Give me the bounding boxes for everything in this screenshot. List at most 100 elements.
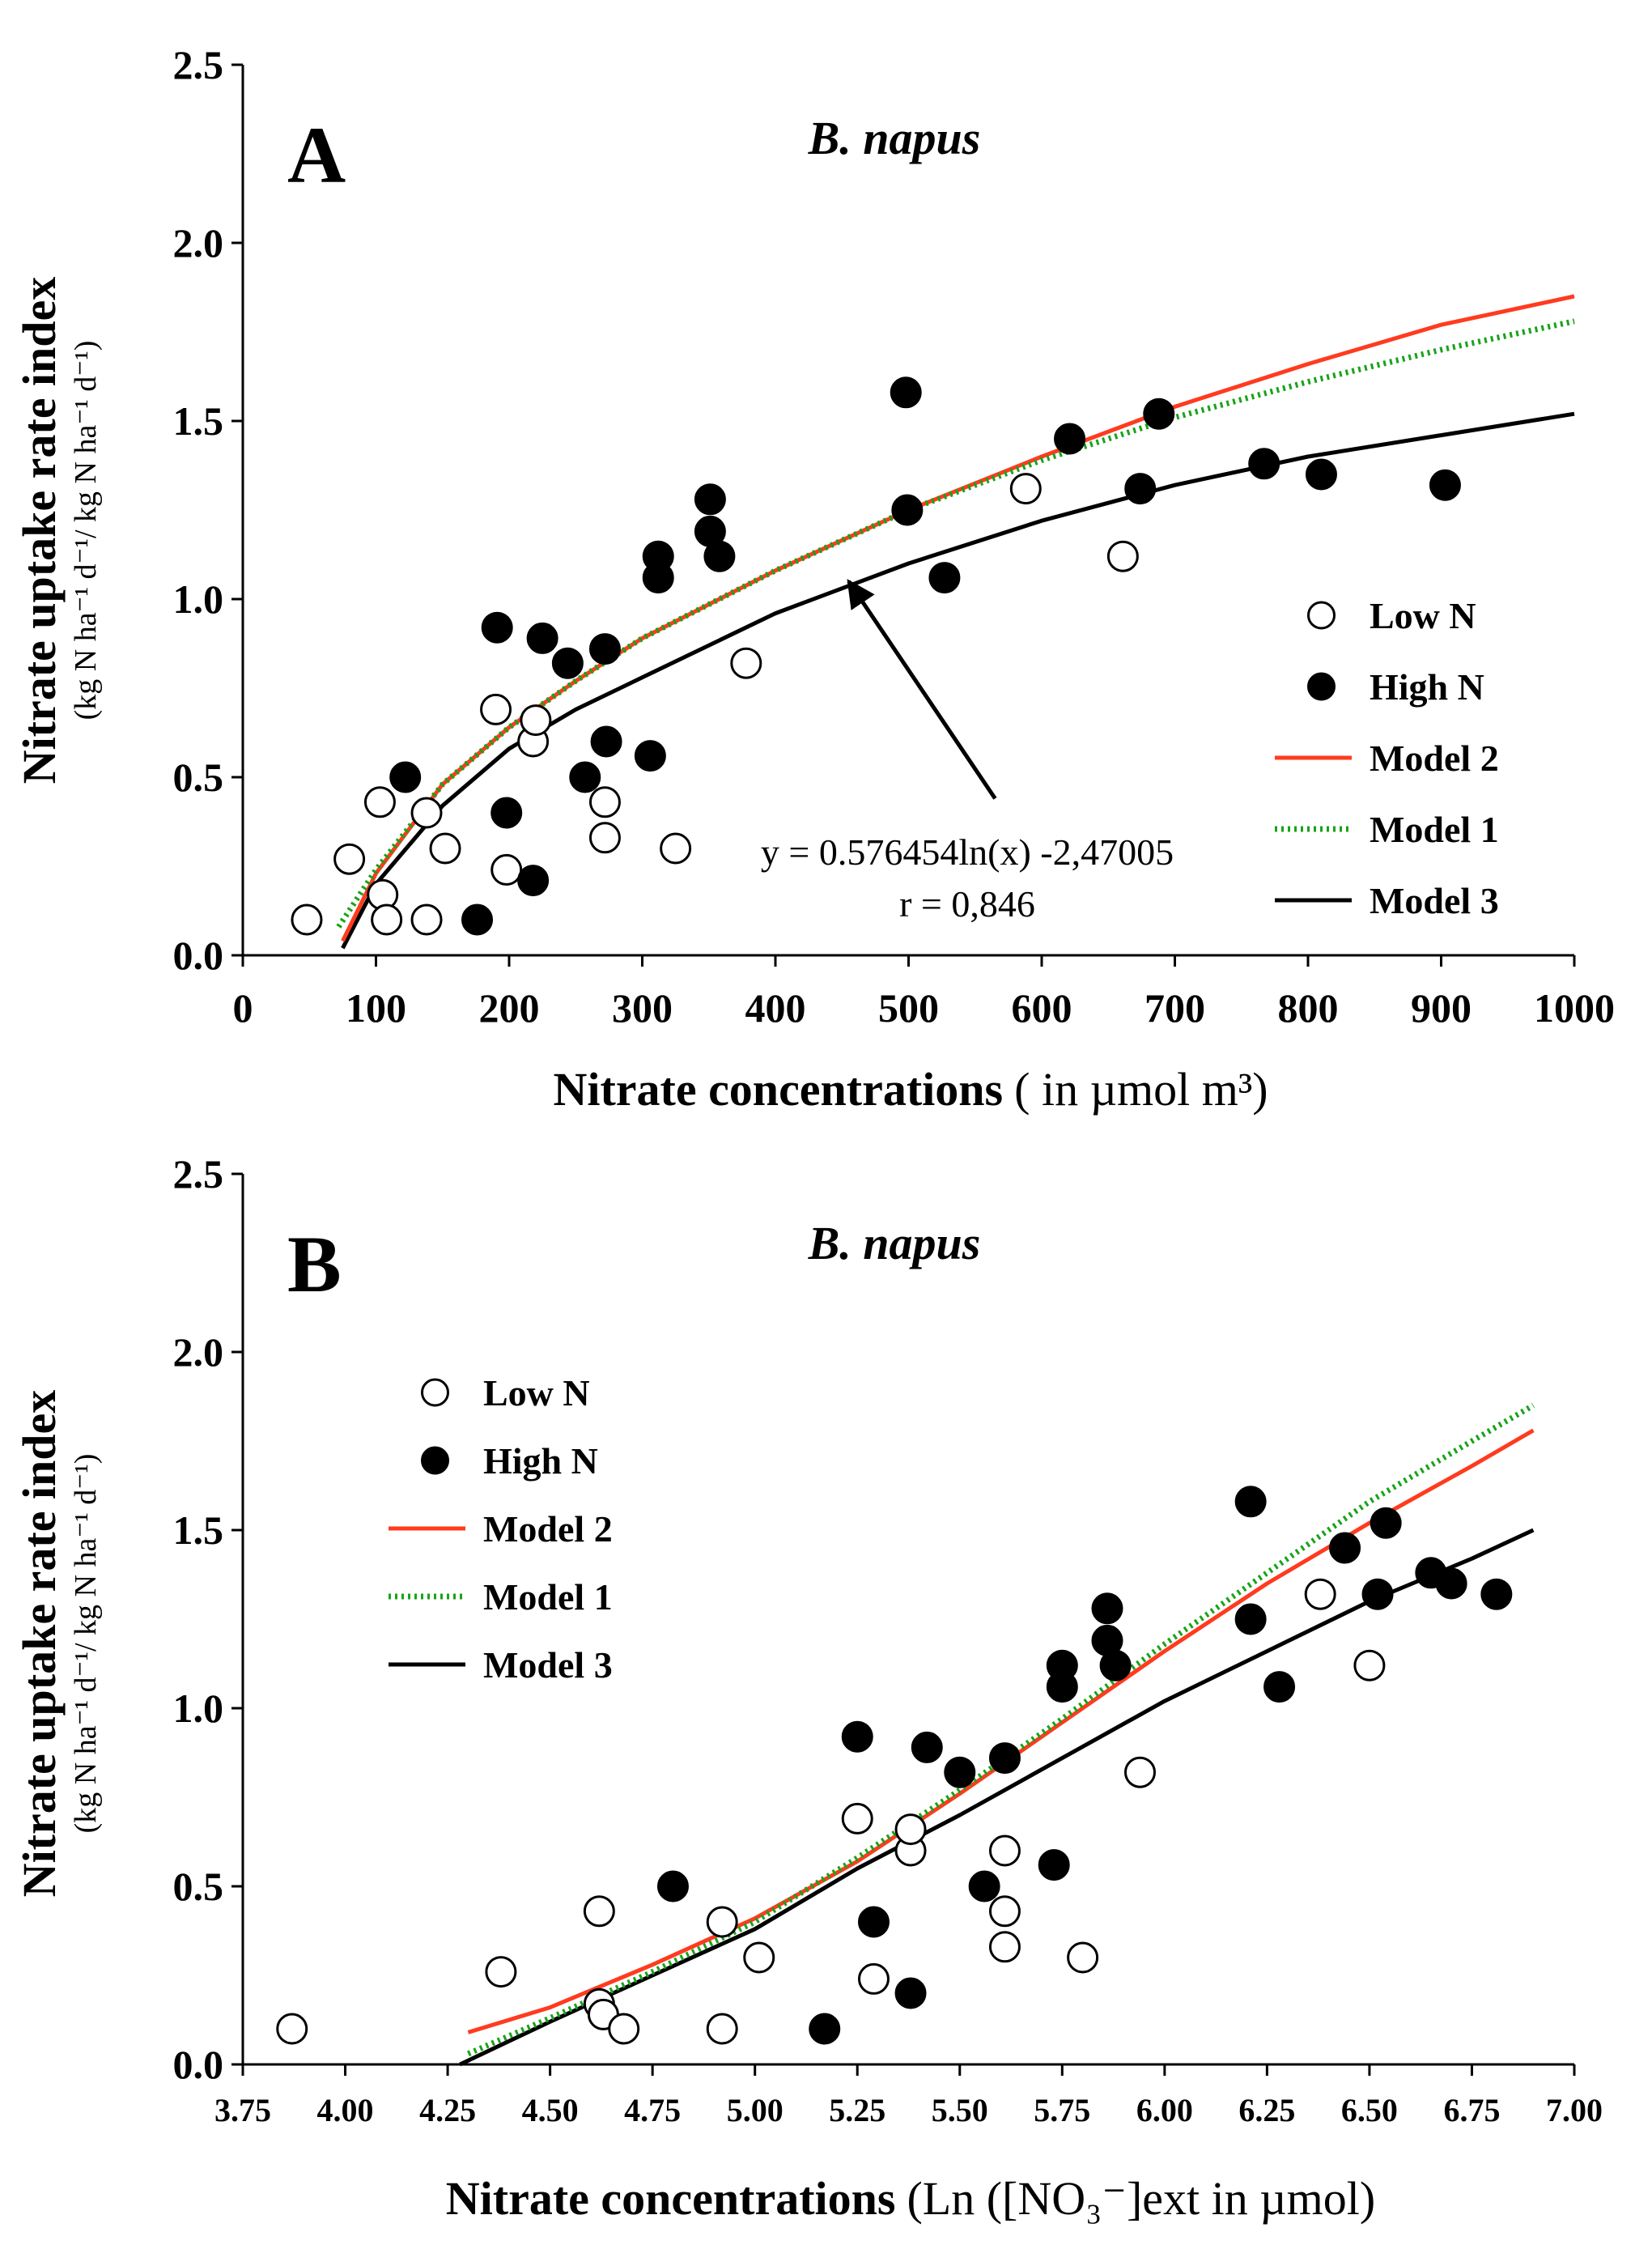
x-axis-title: Nitrate concentrations (Ln ([NO₃⁻]ext in … [446, 2172, 1375, 2225]
high-n-point [461, 903, 494, 936]
legend-label-high: High N [483, 1440, 598, 1482]
low-n-point [480, 693, 512, 725]
legend-label-low: Low N [483, 1372, 590, 1414]
low-n-point [276, 2013, 308, 2045]
high-n-point [1234, 1486, 1267, 1518]
legend-label-model3: Model 3 [1370, 880, 1499, 921]
x-tick-label: 500 [878, 985, 939, 1031]
annotation-r: r = 0,846 [899, 883, 1035, 925]
high-n-point [634, 740, 666, 772]
high-n-point [569, 761, 601, 793]
model-1-line [336, 318, 1575, 929]
low-n-point [491, 853, 523, 886]
x-tick-label: 900 [1411, 985, 1472, 1031]
high-n-point [1305, 458, 1337, 491]
low-n-point [743, 1941, 775, 1974]
y-tick-label: 0.0 [173, 933, 224, 978]
high-n-point [1263, 1671, 1296, 1703]
x-tick-label: 0 [233, 985, 253, 1031]
high-n-point [944, 1756, 976, 1788]
y-tick-label: 0.5 [173, 755, 224, 800]
high-n-point [694, 483, 726, 516]
low-n-point [371, 903, 403, 936]
legend-marker-high [421, 1446, 449, 1475]
high-n-point [809, 2013, 841, 2045]
high-n-point [988, 1742, 1021, 1775]
x-tick-label: 6.25 [1238, 2092, 1295, 2128]
high-n-point [1046, 1671, 1078, 1703]
y-tick-label: 2.5 [173, 1151, 224, 1197]
high-n-point [551, 647, 584, 679]
x-tick-label: 4.00 [317, 2092, 374, 2128]
high-n-point [891, 494, 924, 526]
y-tick-label: 2.0 [173, 220, 224, 266]
x-tick-label: 7.00 [1546, 2092, 1603, 2128]
x-tick-label: 6.50 [1341, 2092, 1398, 2128]
x-tick-label: 3.75 [214, 2092, 271, 2128]
high-n-point [841, 1720, 873, 1753]
low-n-point [706, 1906, 738, 1938]
x-axis-title: Nitrate concentrations( in µmol m³) [553, 1063, 1268, 1116]
high-n-point [1361, 1578, 1394, 1610]
high-n-point [703, 540, 736, 572]
low-n-point [1106, 540, 1139, 572]
panel-letter: A [287, 110, 346, 200]
legend-marker-high [1307, 672, 1336, 701]
x-tick-label: 5.50 [932, 2092, 988, 2128]
y-axis-units: (kg N ha⁻¹ d⁻¹/ kg N ha⁻¹ d⁻¹) [69, 341, 103, 721]
y-tick-label: 0.0 [173, 2042, 224, 2087]
low-n-point [988, 1834, 1021, 1867]
high-n-point [890, 376, 922, 409]
low-n-point [363, 786, 396, 818]
x-tick-label: 200 [479, 985, 540, 1031]
low-n-point [857, 1962, 890, 1995]
x-tick-label: 4.50 [522, 2092, 579, 2128]
x-tick-label: 100 [346, 985, 406, 1031]
low-n-point [429, 832, 461, 865]
y-axis-title: Nitrate uptake rate index [13, 277, 66, 784]
legend-label-model1: Model 1 [483, 1576, 613, 1618]
x-tick-label: 600 [1012, 985, 1072, 1031]
high-n-point [911, 1731, 943, 1763]
low-n-point [988, 1895, 1021, 1928]
y-axis-title: Nitrate uptake rate index [13, 1390, 66, 1898]
low-n-point [1009, 473, 1042, 505]
x-tick-label: 5.25 [829, 2092, 885, 2128]
high-n-point [928, 562, 961, 594]
x-tick-label: 6.75 [1443, 2092, 1500, 2128]
high-n-point [1038, 1849, 1070, 1881]
low-n-point [333, 843, 366, 875]
legend-label-high: High N [1370, 666, 1484, 708]
low-n-point [988, 1931, 1021, 1963]
low-n-point [841, 1802, 873, 1834]
low-n-point [588, 822, 621, 854]
high-n-point [1329, 1532, 1361, 1564]
high-n-point [1435, 1567, 1467, 1600]
low-n-point [706, 2013, 738, 2045]
x-tick-label: 1000 [1534, 985, 1615, 1031]
annotation-arrow [847, 579, 997, 800]
low-n-point [583, 1895, 615, 1928]
y-axis-units: (kg N ha⁻¹ d⁻¹/ kg N ha⁻¹ d⁻¹) [69, 1454, 103, 1834]
model-3-line [459, 1528, 1535, 2067]
legend-marker-low [1307, 601, 1336, 630]
low-n-point [608, 2013, 640, 2045]
y-tick-label: 2.0 [173, 1329, 224, 1375]
low-n-point [410, 797, 443, 829]
species-title: B. napus [808, 112, 981, 164]
high-n-point [1124, 473, 1157, 505]
y-tick-label: 2.5 [173, 42, 224, 87]
x-tick-label: 700 [1145, 985, 1205, 1031]
high-n-point [1054, 423, 1086, 455]
high-n-point [526, 622, 558, 654]
x-tick-label: 4.75 [624, 2092, 681, 2128]
x-tick-label: 6.00 [1136, 2092, 1193, 2128]
low-n-point [485, 1956, 517, 1988]
high-n-point [1099, 1649, 1132, 1681]
high-n-point [1143, 398, 1175, 430]
low-n-point [291, 903, 323, 936]
high-n-point [1370, 1507, 1402, 1539]
high-n-point [590, 725, 622, 758]
low-n-point [1353, 1649, 1386, 1681]
low-n-point [410, 903, 443, 936]
